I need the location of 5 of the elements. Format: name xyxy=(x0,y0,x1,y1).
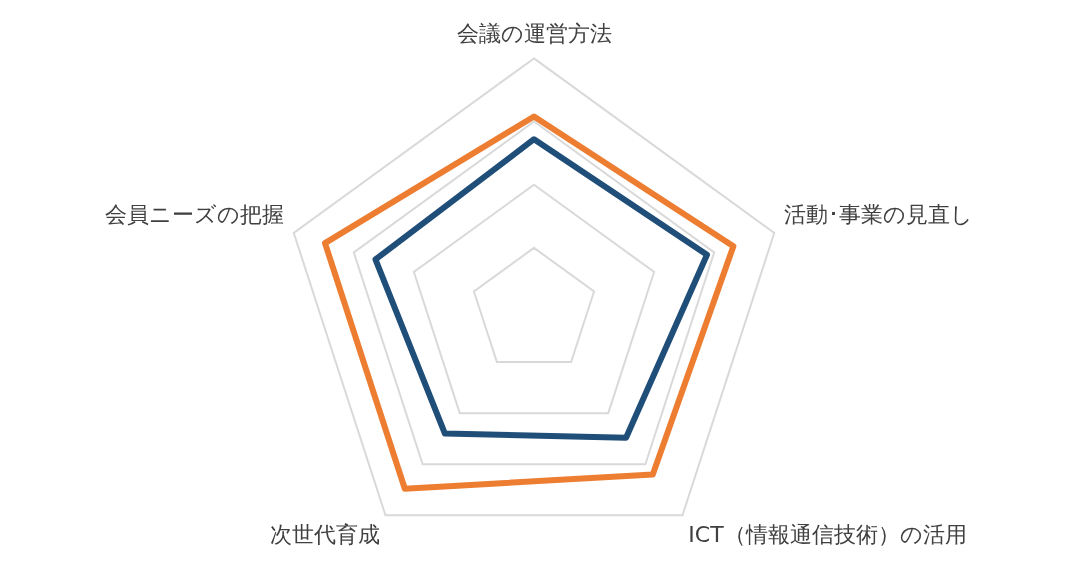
spoke-label: 活動･事業の見直し xyxy=(783,202,973,228)
spoke-label: 会議の運営方法 xyxy=(456,20,612,46)
spoke-label: ICT（情報通信技術）の活用 xyxy=(688,522,967,548)
spoke-label: 次世代育成 xyxy=(269,522,380,548)
spoke-label: 会員ニーズの把握 xyxy=(105,202,285,228)
